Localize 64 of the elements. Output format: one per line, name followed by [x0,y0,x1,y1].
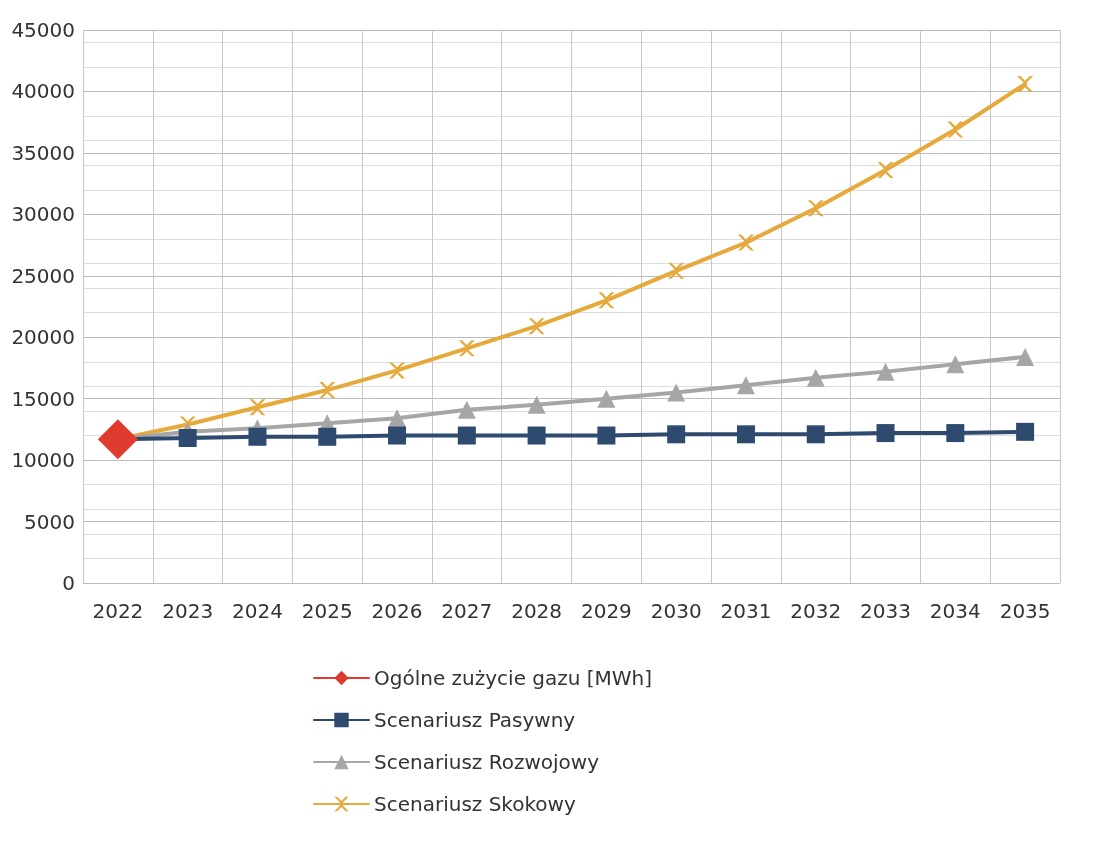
point [528,318,545,335]
y-tick-label: 20000 [11,325,75,350]
point [527,395,546,414]
point [1016,422,1035,441]
point [876,424,895,443]
point [249,399,266,416]
point [807,200,824,217]
point [737,234,754,251]
point [457,400,476,419]
x-tick-label: 2030 [650,599,702,623]
point [178,428,197,447]
point [668,262,685,279]
legend-label: Ogólne zużycie gazu [MWh] [374,666,653,690]
point [1017,76,1034,93]
point [597,426,616,445]
y-tick-label: 5000 [24,509,75,534]
point [319,382,336,399]
legend-label: Scenariusz Rozwojowy [374,750,600,774]
x-tick-label: 2027 [441,599,493,623]
x-tick-label: 2026 [371,599,423,623]
point [97,419,138,460]
point [388,426,407,445]
point [527,426,546,445]
point [1016,347,1035,366]
x-tick-label: 2033 [860,599,911,623]
point [806,368,825,387]
x-tick-label: 2035 [999,599,1051,623]
y-tick-label: 0 [62,571,75,595]
point [947,121,964,138]
point [248,427,267,446]
y-tick-label: 10000 [11,448,75,473]
point [806,425,825,444]
legend-label: Scenariusz Skokowy [374,792,576,816]
x-tick-label: 2023 [162,599,214,623]
point [667,383,686,402]
x-tick-label: 2029 [580,599,632,623]
point [389,362,406,379]
point [388,409,407,428]
y-tick-label: 25000 [11,263,75,288]
point [736,376,755,395]
point [597,389,616,408]
x-tick-label: 2034 [929,599,981,623]
point [876,362,895,381]
y-tick-label: 45000 [11,18,75,42]
y-tick-label: 15000 [11,386,75,411]
x-tick-label: 2031 [720,599,772,623]
x-tick-label: 2024 [232,599,283,623]
x-tick-label: 2028 [511,599,563,623]
y-tick-label: 40000 [11,79,75,104]
point [946,424,965,443]
point [458,340,475,357]
y-tick-label: 35000 [11,140,75,165]
x-tick-label: 2032 [790,599,842,623]
point [667,425,686,444]
point [457,426,476,445]
y-tick-label: 30000 [11,202,75,227]
legend-label: Scenariusz Pasywny [374,708,576,732]
x-tick-label: 2025 [301,599,353,623]
point [598,292,615,309]
point [946,355,965,374]
point [877,162,894,179]
point [318,427,337,446]
point [736,425,755,444]
x-tick-label: 2022 [92,599,144,623]
